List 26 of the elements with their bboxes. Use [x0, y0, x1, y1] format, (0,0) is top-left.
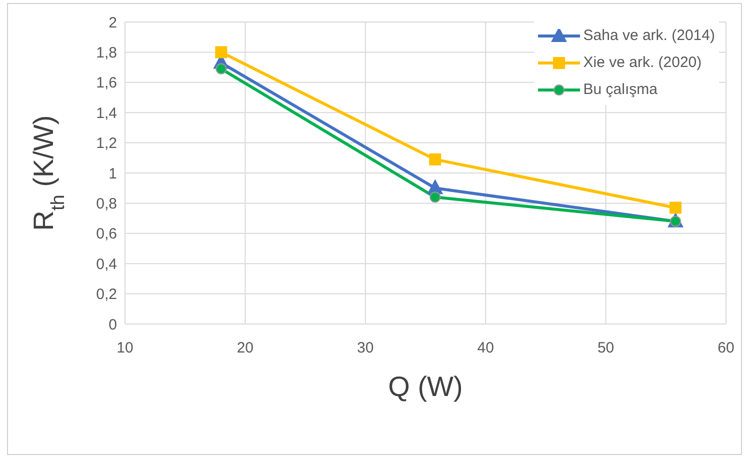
legend-label: Bu çalışma: [583, 80, 658, 100]
point: [430, 192, 441, 203]
legend-label: Saha ve ark. (2014): [583, 26, 715, 46]
legend-label: Xie ve ark. (2020): [583, 53, 702, 73]
y-tick-label: 1: [108, 165, 117, 182]
y-tick-label: 1,6: [96, 74, 117, 92]
y-tick-label: 0,4: [96, 256, 117, 273]
x-tick-label: 20: [236, 340, 254, 357]
y-tick-label: 0: [108, 316, 117, 334]
y-tick-label: 1,4: [96, 104, 117, 122]
y-tick-label: 2: [108, 14, 117, 32]
y-tick-label: 1,2: [96, 135, 117, 152]
x-tick-label: 60: [718, 340, 734, 357]
x-tick-label: 40: [477, 340, 494, 357]
y-tick-label: 1,8: [96, 44, 117, 62]
x-tick-label: 10: [116, 340, 134, 357]
point: [216, 63, 227, 74]
point: [429, 153, 442, 166]
point: [215, 46, 228, 58]
x-axis-title: Q (W): [388, 371, 463, 402]
point: [670, 202, 682, 214]
x-tick-label: 30: [357, 340, 374, 357]
x-tick-label: 50: [597, 340, 614, 357]
y-tick-label: 0,2: [96, 286, 117, 304]
y-tick-label: 0,6: [96, 226, 117, 243]
y-tick-label: 0,8: [96, 196, 117, 213]
